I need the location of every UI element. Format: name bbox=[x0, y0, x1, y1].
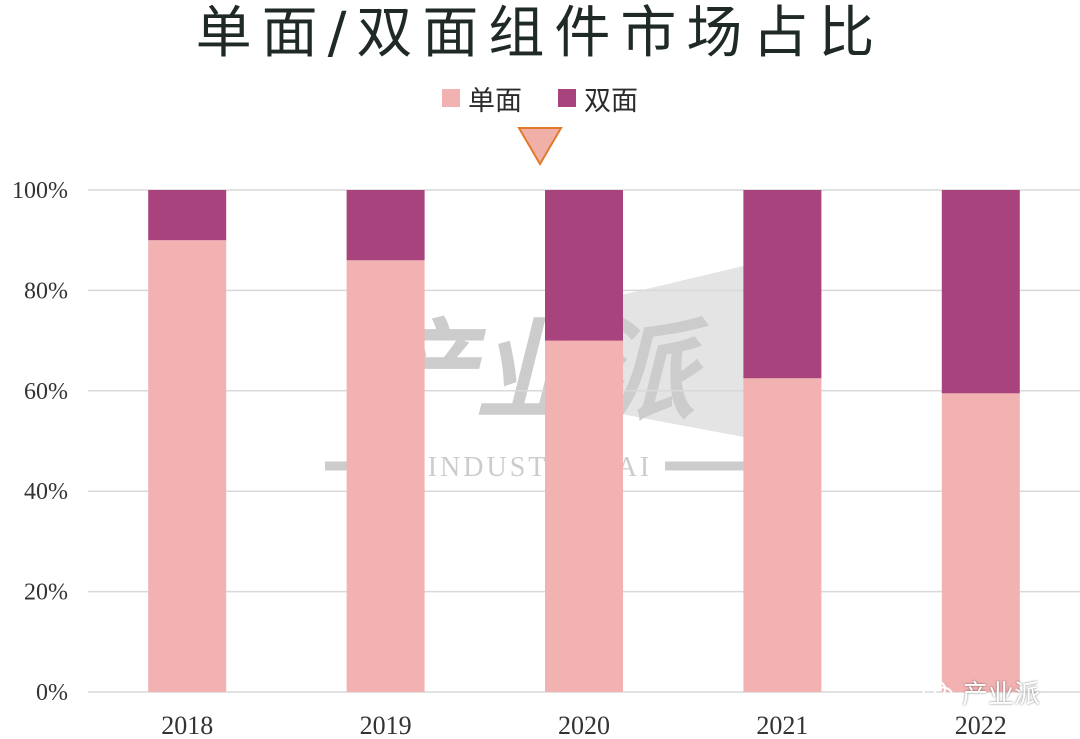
bar-double-2022 bbox=[941, 190, 1020, 394]
bar-double-2019 bbox=[346, 190, 425, 261]
x-tick-label: 2022 bbox=[955, 711, 1007, 739]
x-tick-label: 2018 bbox=[161, 711, 213, 739]
legend-swatch-single bbox=[442, 89, 460, 107]
y-tick-label: 20% bbox=[24, 580, 68, 606]
bar-single-2022 bbox=[941, 393, 1020, 692]
wechat-icon bbox=[922, 679, 953, 704]
y-tick-label: 60% bbox=[24, 379, 68, 405]
legend-label-single: 单面 bbox=[468, 85, 522, 117]
bar-single-2020 bbox=[545, 340, 623, 692]
watermark-shape bbox=[600, 262, 760, 440]
bar-single-2021 bbox=[743, 378, 822, 692]
bars bbox=[148, 190, 1020, 692]
x-tick-label: 2019 bbox=[360, 711, 412, 739]
brand-mark-text: 产业派 bbox=[962, 679, 1041, 710]
y-tick-label: 80% bbox=[24, 278, 68, 304]
bar-double-2020 bbox=[545, 190, 623, 341]
bar-single-2019 bbox=[346, 260, 425, 692]
y-axis-ticks: 0% 20% 40% 60% 80% 100% bbox=[12, 178, 68, 706]
y-tick-label: 0% bbox=[36, 680, 68, 706]
y-tick-label: 40% bbox=[24, 479, 68, 505]
legend-label-double: 双面 bbox=[584, 85, 638, 117]
y-tick-label: 100% bbox=[12, 178, 68, 204]
bar-single-2018 bbox=[148, 240, 227, 692]
highlight-marker-triangle bbox=[517, 127, 563, 166]
legend-swatch-double bbox=[558, 89, 576, 107]
legend-item-double: 双面 bbox=[558, 79, 638, 118]
x-axis-ticks: 2018 2019 2020 2021 2022 bbox=[161, 711, 1007, 739]
bar-double-2021 bbox=[743, 190, 822, 379]
x-tick-label: 2020 bbox=[558, 711, 610, 739]
legend-item-single: 单面 bbox=[442, 79, 522, 118]
x-tick-label: 2021 bbox=[756, 711, 808, 739]
chart-title: 单面/双面组件市场占比 bbox=[195, 1, 885, 66]
legend: 单面 双面 bbox=[0, 79, 1080, 118]
brand-mark: 产业派 bbox=[922, 672, 1040, 712]
bar-double-2018 bbox=[148, 190, 227, 241]
